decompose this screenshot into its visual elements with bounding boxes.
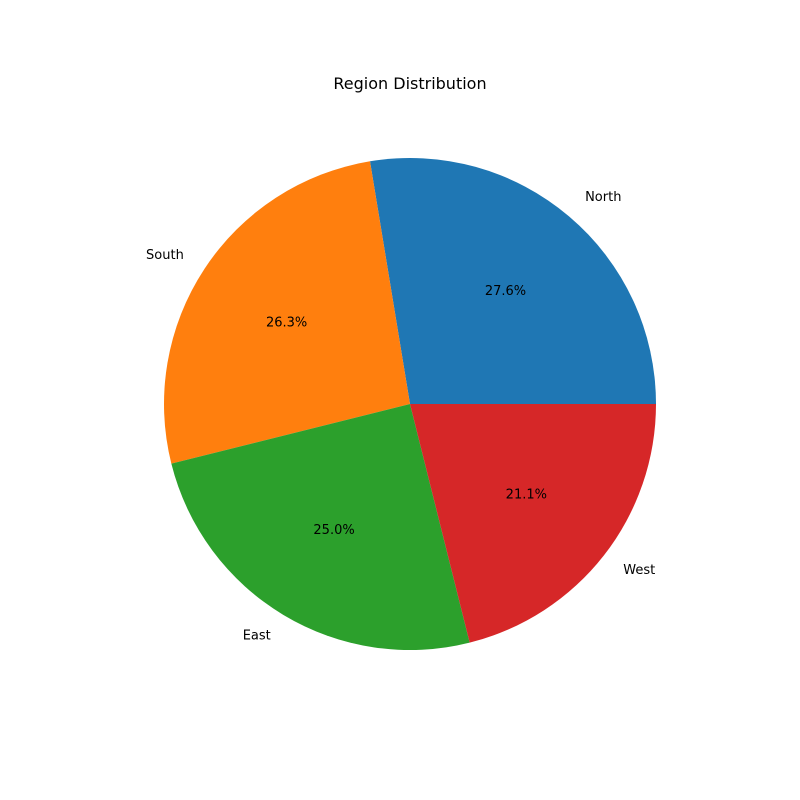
pie-slice-west [410, 404, 656, 643]
slice-value-north: 27.6% [485, 284, 526, 299]
slice-value-south: 26.3% [266, 315, 307, 330]
chart-title: Region Distribution [333, 74, 486, 93]
slice-label-south: South [146, 248, 184, 263]
slice-value-west: 21.1% [506, 487, 547, 502]
pie-slices [164, 158, 656, 650]
slice-label-west: West [623, 563, 655, 578]
slice-label-north: North [585, 190, 621, 205]
slice-label-east: East [243, 629, 271, 644]
pie-slice-south [164, 161, 410, 464]
slice-value-east: 25.0% [313, 523, 354, 538]
pie-slice-north [369, 158, 656, 404]
pie-labels: North 27.6% South 26.3% East 25.0% West 21.1% [146, 190, 655, 643]
pie-slice-east [171, 404, 470, 650]
